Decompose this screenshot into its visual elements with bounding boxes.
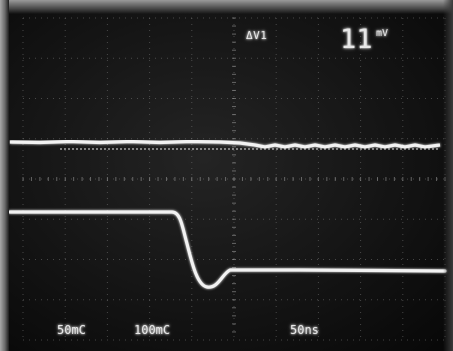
timebase-scale: 50ns	[290, 323, 319, 337]
channel-1-trace	[9, 139, 441, 149]
channel-2-trace	[8, 210, 447, 289]
delta-voltage-value: 11	[340, 24, 373, 55]
bezel-right-edge	[443, 0, 453, 351]
bezel-left-edge	[0, 0, 9, 351]
channel-2-scale: 100mC	[134, 323, 171, 337]
channel-1-scale: 50mC	[57, 323, 86, 337]
delta-voltage-label: ΔV1	[246, 29, 268, 42]
bezel-top-edge	[0, 0, 453, 14]
delta-voltage-unit: mV	[376, 28, 389, 39]
